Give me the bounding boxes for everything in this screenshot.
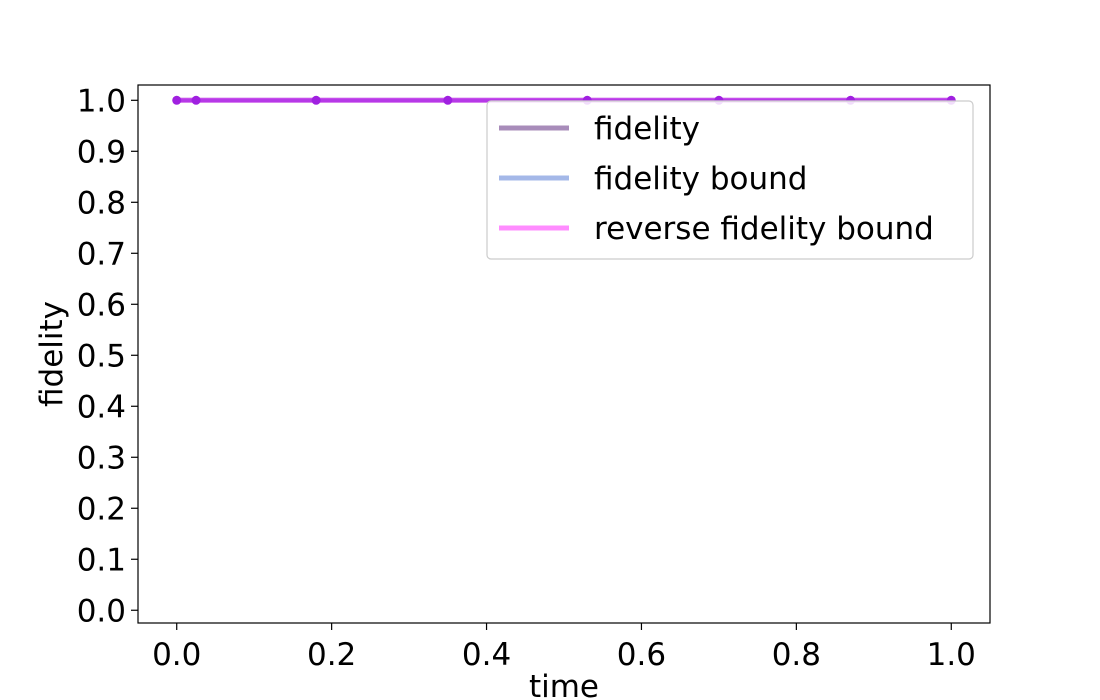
legend-label: fidelity bound [594,161,807,197]
y-tick-label: 0.6 [77,287,126,323]
x-tick-label: 1.0 [927,637,976,673]
y-tick-label: 1.0 [77,83,126,119]
x-tick-label: 0.0 [152,637,201,673]
data-point [172,95,182,105]
legend-label: fidelity [594,111,700,147]
y-tick-label: 0.9 [77,134,126,170]
y-axis-ticks: 0.0 0.1 0.2 0.3 0.4 0.5 0.6 0.7 0.8 0.9 1.0 [77,83,138,629]
y-tick-label: 0.2 [77,491,126,527]
y-tick-label: 0.3 [77,440,126,476]
legend-box [486,100,974,260]
y-tick-label: 0.8 [77,185,126,221]
x-tick-label: 0.4 [462,637,511,673]
data-point [443,95,453,105]
y-axis-label: fidelity [34,301,70,407]
y-tick-label: 0.1 [77,542,126,578]
y-tick-label: 0.7 [77,236,126,272]
legend-label: reverse fidelity bound [594,211,934,247]
x-tick-label: 0.2 [307,637,356,673]
legend: fidelity fidelity bound reverse fidelity b… [486,100,974,260]
x-axis-ticks: 0.0 0.2 0.4 0.6 0.8 1.0 [152,623,976,673]
x-axis-label: time [529,669,599,700]
data-point [311,95,321,105]
legend-entries: fidelity fidelity bound reverse fidelity b… [499,111,934,247]
y-tick-label: 0.0 [77,593,126,629]
x-tick-label: 0.8 [772,637,821,673]
y-tick-label: 0.4 [77,389,126,425]
x-tick-label: 0.6 [617,637,666,673]
y-tick-label: 0.5 [77,338,126,374]
data-point [191,95,201,105]
